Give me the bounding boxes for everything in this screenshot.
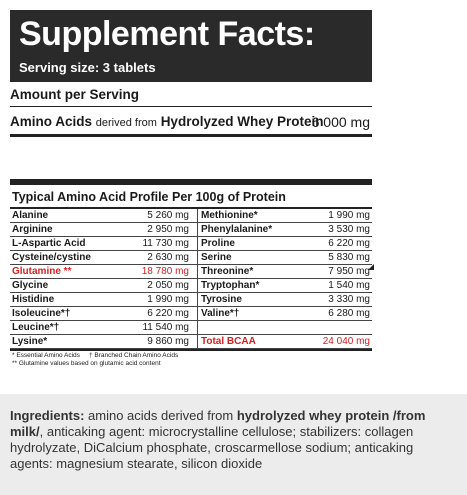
table-row: Arginine 2 950 mg Phenylalanine* 3 530 m… bbox=[10, 223, 372, 237]
amino-name: Lysine* bbox=[12, 336, 48, 347]
amino-name: Proline bbox=[201, 238, 235, 249]
amino-name: Phenylalanine* bbox=[201, 224, 273, 235]
amino-name: Leucine*† bbox=[12, 322, 60, 333]
table-row: L-Aspartic Acid 11 730 mg Proline 6 220 … bbox=[10, 237, 372, 251]
amino-value: 9 860 mg bbox=[103, 335, 198, 348]
profile-title: Typical Amino Acid Profile Per 100g of P… bbox=[10, 185, 372, 209]
amino-value: 3 330 mg bbox=[328, 294, 370, 305]
amino-source: Hydrolyzed Whey Protein bbox=[160, 114, 324, 129]
amino-name: Histidine bbox=[12, 294, 55, 305]
amino-value: 5 830 mg bbox=[328, 252, 370, 263]
amino-value: 1 990 mg bbox=[328, 210, 370, 221]
table-row: Lysine* 9 860 mg Total BCAA 24 040 mg bbox=[10, 335, 372, 349]
amino-value: 1 540 mg bbox=[328, 280, 370, 291]
amino-name: Methionine* bbox=[201, 210, 258, 221]
amino-acids-line: Amino Acids derived from Hydrolyzed Whey… bbox=[10, 112, 372, 132]
amino-name: Glycine bbox=[12, 280, 49, 291]
amino-value: 5 260 mg bbox=[103, 209, 198, 222]
ingredients-label: Ingredients: bbox=[10, 408, 85, 423]
amino-name-highlight: Glutamine ** bbox=[12, 266, 72, 277]
amino-name: Arginine bbox=[12, 224, 53, 235]
table-row: Leucine*† 11 540 mg bbox=[10, 321, 372, 335]
total-bcaa-label: Total BCAA bbox=[201, 336, 256, 347]
amino-value: 6 280 mg bbox=[328, 308, 370, 319]
page-title: Supplement Facts: bbox=[19, 15, 315, 53]
amino-value: 11 730 mg bbox=[103, 237, 198, 250]
amino-value: 6 220 mg bbox=[103, 307, 198, 320]
amino-name: Alanine bbox=[12, 210, 49, 221]
amino-name: L-Aspartic Acid bbox=[12, 238, 86, 249]
amino-value: 1 990 mg bbox=[103, 293, 198, 306]
amino-value bbox=[290, 321, 372, 334]
footnotes: * Essential Amino Acids † Branched Chain… bbox=[10, 349, 372, 368]
footnote-essential: * Essential Amino Acids † Branched Chain… bbox=[12, 352, 179, 359]
table-row: Alanine 5 260 mg Methionine* 1 990 mg bbox=[10, 209, 372, 223]
amino-value: 11 540 mg bbox=[103, 321, 198, 334]
amino-value: 2 950 mg bbox=[103, 223, 198, 236]
amino-name: Threonine* bbox=[201, 266, 254, 277]
amino-value-highlight: 18 780 mg bbox=[103, 265, 198, 278]
amino-name: Valine*† bbox=[201, 308, 240, 319]
amount-per-serving: Amount per Serving bbox=[10, 87, 140, 102]
ingredients-text: amino acids derived from bbox=[84, 408, 237, 423]
serving-size: Serving size: 3 tablets bbox=[19, 60, 156, 75]
table-row: Glutamine ** 18 780 mg Threonine* 7 950 … bbox=[10, 265, 372, 279]
amino-value: 6 220 mg bbox=[328, 238, 370, 249]
amino-derived: derived from bbox=[95, 117, 157, 129]
table-row: Isoleucine*† 6 220 mg Valine*† 6 280 mg bbox=[10, 307, 372, 321]
profile-grid: Alanine 5 260 mg Methionine* 1 990 mg Ar… bbox=[10, 209, 372, 349]
amino-name: Amino Acids bbox=[10, 114, 93, 129]
table-row: Glycine 2 050 mg Tryptophan* 1 540 mg bbox=[10, 279, 372, 293]
amino-name: Serine bbox=[201, 252, 232, 263]
amino-name: Isoleucine*† bbox=[12, 308, 71, 319]
table-row: Cysteine/cystine 2 630 mg Serine 5 830 m… bbox=[10, 251, 372, 265]
ingredients-panel: Ingredients: amino acids derived from hy… bbox=[0, 394, 467, 495]
amino-value: 2 050 mg bbox=[103, 279, 198, 292]
ingredients-bold: hydrolyzed whey protein /from milk/ bbox=[10, 408, 426, 439]
amino-name: Tryptophan* bbox=[201, 280, 260, 291]
ingredients-text-rest: , anticaking agent: microcrystalline cel… bbox=[10, 424, 414, 471]
corner-triangle-icon bbox=[368, 264, 374, 270]
supplement-facts-header: Supplement Facts: Serving size: 3 tablet… bbox=[10, 10, 372, 82]
table-row: Histidine 1 990 mg Tyrosine 3 330 mg bbox=[10, 293, 372, 307]
amino-name: Cysteine/cystine bbox=[12, 252, 91, 263]
amino-value: 3 530 mg bbox=[328, 224, 370, 235]
amino-value: 7 950 mg bbox=[328, 266, 370, 277]
total-bcaa-value: 24 040 mg bbox=[322, 336, 370, 347]
amino-name: Tyrosine bbox=[201, 294, 242, 305]
footnote-glutamine: ** Glutamine values based on glutamic ac… bbox=[12, 360, 161, 367]
amino-value: 2 630 mg bbox=[103, 251, 198, 264]
divider bbox=[10, 106, 372, 107]
amino-name bbox=[198, 321, 290, 334]
divider-thick bbox=[10, 134, 372, 137]
amino-profile-table: Typical Amino Acid Profile Per 100g of P… bbox=[10, 179, 372, 368]
amino-value: 6 000 mg bbox=[311, 114, 370, 130]
